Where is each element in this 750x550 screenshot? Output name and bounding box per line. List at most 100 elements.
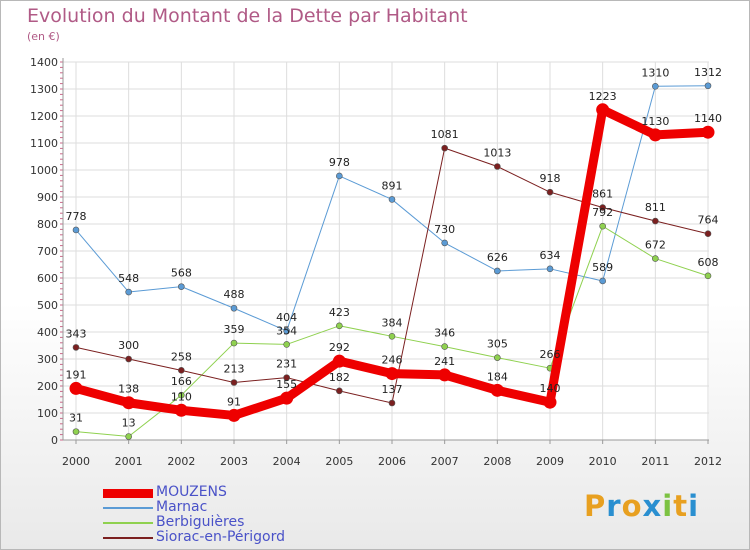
x-tick-label: 2006 xyxy=(378,455,406,468)
data-point-0 xyxy=(490,383,504,397)
data-label: 241 xyxy=(434,355,455,368)
data-point-3 xyxy=(546,188,554,196)
data-point-0 xyxy=(122,396,136,410)
data-label: 258 xyxy=(171,350,192,363)
data-label: 792 xyxy=(592,206,613,219)
y-tick-label: 1000 xyxy=(30,164,58,177)
data-label: 626 xyxy=(487,251,508,264)
data-label: 1312 xyxy=(694,66,722,79)
y-tick-label: 1400 xyxy=(30,56,58,69)
x-tick-label: 2011 xyxy=(641,455,669,468)
data-point-1 xyxy=(178,283,185,290)
y-tick-label: 900 xyxy=(37,191,58,204)
logo-letter: r xyxy=(606,489,622,523)
data-label: 184 xyxy=(487,370,508,383)
data-point-3 xyxy=(72,344,80,351)
data-label: 811 xyxy=(645,201,666,214)
data-point-3 xyxy=(230,379,238,386)
data-point-2 xyxy=(599,222,606,230)
data-label: 138 xyxy=(118,383,139,396)
data-label: 384 xyxy=(382,316,403,329)
data-label: 978 xyxy=(329,156,350,169)
data-label: 31 xyxy=(69,412,83,425)
data-point-1 xyxy=(336,172,343,180)
data-label: 1140 xyxy=(694,112,722,125)
data-point-2 xyxy=(388,333,396,340)
x-tick-label: 2009 xyxy=(536,455,564,468)
data-label: 423 xyxy=(329,306,350,319)
x-tick-label: 2007 xyxy=(431,455,459,468)
y-tick-label: 300 xyxy=(37,353,58,366)
data-point-3 xyxy=(388,399,396,407)
logo-letter: i xyxy=(688,489,700,523)
data-label: 346 xyxy=(434,327,455,340)
data-point-1 xyxy=(704,82,712,90)
data-label: 1223 xyxy=(589,90,617,103)
data-point-1 xyxy=(388,196,396,203)
data-label: 764 xyxy=(698,214,719,227)
logo-letter: o xyxy=(621,489,643,523)
x-tick-label: 2004 xyxy=(273,455,301,468)
data-label: 155 xyxy=(276,378,297,391)
data-point-3 xyxy=(704,230,712,238)
data-point-3 xyxy=(178,367,185,374)
legend-label-berbiguieres: Berbiguières xyxy=(156,514,245,530)
x-tick-label: 2008 xyxy=(483,455,511,468)
data-label: 548 xyxy=(118,272,139,285)
data-label: 778 xyxy=(66,210,87,223)
x-tick-label: 2012 xyxy=(694,455,722,468)
x-tick-label: 2003 xyxy=(220,455,248,468)
data-point-1 xyxy=(125,288,132,296)
data-label: 246 xyxy=(382,354,403,367)
data-point-1 xyxy=(494,267,501,275)
data-point-1 xyxy=(283,327,290,335)
data-label: 343 xyxy=(66,327,87,340)
legend-swatch-berbiguieres xyxy=(103,522,153,524)
x-tick-label: 2010 xyxy=(589,455,617,468)
data-label: 305 xyxy=(487,338,508,351)
data-label: 589 xyxy=(592,261,613,274)
data-label: 1130 xyxy=(641,115,669,128)
data-label: 608 xyxy=(698,256,719,269)
data-label: 191 xyxy=(66,368,87,381)
proxiti-logo: Proxiti xyxy=(584,489,699,523)
y-tick-label: 1100 xyxy=(30,137,58,150)
y-tick-label: 400 xyxy=(37,326,58,339)
data-label: 672 xyxy=(645,239,666,252)
data-label: 1081 xyxy=(431,128,459,141)
logo-letter: P xyxy=(584,489,607,523)
data-point-2 xyxy=(336,322,343,330)
data-label: 91 xyxy=(227,395,241,408)
data-label: 110 xyxy=(171,390,192,403)
x-tick-label: 2002 xyxy=(167,455,195,468)
data-point-3 xyxy=(441,144,448,152)
data-point-2 xyxy=(72,428,80,435)
legend-swatch-marnac xyxy=(103,507,153,509)
legend-swatch-mouzens xyxy=(103,489,153,498)
data-point-1 xyxy=(599,277,606,285)
data-point-2 xyxy=(178,391,185,399)
data-point-0 xyxy=(227,408,241,422)
data-label: 300 xyxy=(118,339,139,352)
data-label: 359 xyxy=(224,323,245,336)
data-label: 182 xyxy=(329,371,350,384)
logo-letter: i xyxy=(662,489,674,523)
data-point-1 xyxy=(546,265,554,273)
data-label: 137 xyxy=(382,383,403,396)
data-point-0 xyxy=(596,103,610,117)
data-point-3 xyxy=(125,355,132,363)
line-chart: 0 100 200 300 400 500 600 700 800 900 1000 1100 1200… xyxy=(30,56,722,468)
y-tick-label: 1200 xyxy=(30,110,58,123)
data-point-2 xyxy=(230,339,238,347)
data-point-2 xyxy=(494,354,501,361)
y-tick-label: 200 xyxy=(37,380,58,393)
y-tick-label: 800 xyxy=(37,218,58,231)
chart-title: Evolution du Montant de la Dette par Hab… xyxy=(27,5,468,27)
logo-letter: x xyxy=(642,489,663,523)
y-tick-label: 1300 xyxy=(30,83,58,96)
data-point-2 xyxy=(441,343,448,350)
data-point-0 xyxy=(543,395,557,409)
data-label: 891 xyxy=(382,179,403,192)
y-tick-label: 700 xyxy=(37,245,58,258)
data-label: 488 xyxy=(224,288,245,301)
